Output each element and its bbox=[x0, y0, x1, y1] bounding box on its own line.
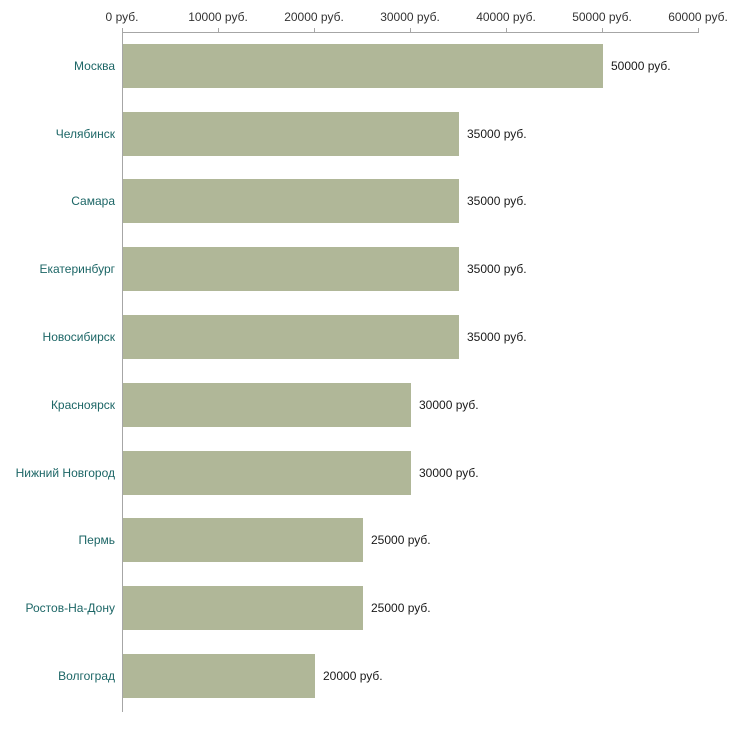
x-tick-label: 60000 руб. bbox=[668, 10, 728, 24]
value-label: 35000 руб. bbox=[467, 330, 527, 345]
city-label[interactable]: Москва bbox=[74, 58, 115, 73]
value-label: 30000 руб. bbox=[419, 465, 479, 480]
x-tick-mark bbox=[314, 28, 315, 32]
salary-bar bbox=[123, 111, 459, 156]
city-label[interactable]: Красноярск bbox=[50, 397, 115, 412]
city-label[interactable]: Волгоград bbox=[58, 669, 115, 684]
x-tick-label: 30000 руб. bbox=[380, 10, 440, 24]
city-label[interactable]: Пермь bbox=[78, 533, 115, 548]
plot-area: Москва 50000 руб. Челябинск 35000 руб. Самар… bbox=[16, 32, 699, 710]
salary-bar bbox=[123, 382, 411, 427]
x-tick-mark bbox=[122, 28, 123, 32]
city-label[interactable]: Новосибирск bbox=[42, 330, 115, 345]
x-tick-label: 40000 руб. bbox=[476, 10, 536, 24]
value-label: 30000 руб. bbox=[419, 397, 479, 412]
value-label: 35000 руб. bbox=[467, 262, 527, 277]
chart-row: Москва 50000 руб. bbox=[74, 32, 699, 100]
x-tick-mark bbox=[218, 28, 219, 32]
salary-bar bbox=[123, 518, 363, 563]
x-tick-mark bbox=[506, 28, 507, 32]
chart-row: Челябинск 35000 руб. bbox=[56, 100, 699, 168]
value-label: 35000 руб. bbox=[467, 126, 527, 141]
value-label: 25000 руб. bbox=[371, 601, 431, 616]
city-label[interactable]: Екатеринбург bbox=[39, 262, 116, 277]
value-label: 20000 руб. bbox=[323, 669, 383, 684]
x-tick-mark bbox=[410, 28, 411, 32]
salary-bar bbox=[123, 654, 315, 699]
y-axis-line bbox=[122, 32, 123, 712]
salary-bar bbox=[123, 179, 459, 224]
value-label: 25000 руб. bbox=[371, 533, 431, 548]
x-tick-label: 10000 руб. bbox=[188, 10, 248, 24]
chart-row: Волгоград 20000 руб. bbox=[58, 642, 699, 710]
chart-row: Самара 35000 руб. bbox=[71, 168, 699, 236]
salary-bar bbox=[123, 43, 603, 88]
salary-bar bbox=[123, 247, 459, 292]
x-axis-line bbox=[122, 32, 699, 33]
x-tick-label: 0 руб. bbox=[105, 10, 139, 24]
salary-bar bbox=[123, 586, 363, 631]
city-label[interactable]: Челябинск bbox=[55, 126, 115, 141]
chart-row: Новосибирск 35000 руб. bbox=[43, 303, 699, 371]
city-label[interactable]: Ростов-На-Дону bbox=[25, 601, 115, 616]
x-tick-label: 50000 руб. bbox=[572, 10, 632, 24]
salary-bar bbox=[123, 450, 411, 495]
city-label[interactable]: Самара bbox=[71, 194, 115, 209]
chart-row: Пермь 25000 руб. bbox=[79, 507, 699, 575]
x-tick-mark bbox=[698, 28, 699, 32]
value-label: 35000 руб. bbox=[467, 194, 527, 209]
x-tick-mark bbox=[602, 28, 603, 32]
chart-row: Ростов-На-Дону 25000 руб. bbox=[26, 574, 699, 642]
city-label[interactable]: Нижний Новгород bbox=[15, 465, 115, 480]
chart-row: Нижний Новгород 30000 руб. bbox=[16, 439, 699, 507]
chart-row: Красноярск 30000 руб. bbox=[51, 371, 699, 439]
chart-row: Екатеринбург 35000 руб. bbox=[40, 235, 699, 303]
salary-bar bbox=[123, 315, 459, 360]
value-label: 50000 руб. bbox=[611, 58, 671, 73]
x-tick-label: 20000 руб. bbox=[284, 10, 344, 24]
